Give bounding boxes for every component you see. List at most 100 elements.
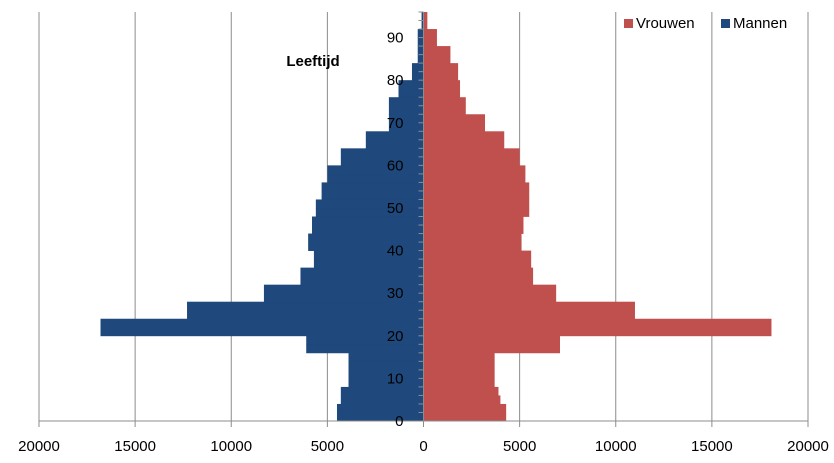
bar-vrouwen — [423, 259, 532, 269]
bar-vrouwen — [423, 105, 466, 115]
bar-vrouwen — [423, 276, 534, 286]
bar-mannen — [313, 250, 424, 260]
bar-vrouwen — [423, 361, 495, 371]
y-tick-label: 30 — [387, 285, 404, 302]
bar-mannen — [315, 207, 424, 217]
bar-mannen — [348, 378, 424, 388]
bar-vrouwen — [423, 199, 530, 209]
bar-vrouwen — [423, 12, 428, 21]
bar-mannen — [300, 276, 424, 286]
bar-vrouwen — [423, 148, 520, 158]
bar-vrouwen — [423, 37, 437, 47]
bar-mannen — [308, 233, 424, 243]
bar-mannen — [365, 131, 424, 141]
bar-mannen — [340, 386, 424, 396]
y-tick-label: 0 — [395, 413, 403, 430]
bar-vrouwen — [423, 369, 495, 379]
bar-mannen — [417, 37, 424, 47]
bar-vrouwen — [423, 173, 526, 183]
bar-vrouwen — [423, 352, 495, 362]
bar-mannen — [411, 71, 424, 81]
bar-vrouwen — [423, 318, 772, 328]
x-tick-label: 20000 — [787, 438, 829, 455]
bar-vrouwen — [423, 310, 635, 320]
bar-vrouwen — [423, 386, 499, 396]
bar-mannen — [421, 12, 424, 21]
bar-mannen — [348, 369, 424, 379]
x-tick-label: 20000 — [18, 438, 60, 455]
bar-mannen — [327, 165, 424, 175]
bar-vrouwen — [423, 46, 451, 56]
bar-mannen — [187, 301, 424, 311]
bar-mannen — [348, 352, 424, 362]
bar-mannen — [321, 182, 424, 192]
legend-label: Vrouwen — [636, 15, 695, 32]
bar-mannen — [315, 199, 424, 209]
bar-vrouwen — [423, 216, 524, 226]
bar-mannen — [336, 403, 424, 413]
bar-mannen — [398, 88, 424, 98]
bar-vrouwen — [423, 165, 526, 175]
bar-vrouwen — [423, 97, 466, 107]
bar-mannen — [388, 114, 424, 124]
legend-label: Mannen — [733, 15, 787, 32]
bar-mannen — [398, 80, 424, 90]
bar-mannen — [311, 216, 424, 226]
bar-mannen — [311, 225, 424, 234]
bar-vrouwen — [423, 131, 505, 141]
bar-mannen — [421, 20, 424, 30]
y-tick-label: 40 — [387, 243, 404, 260]
y-tick-label: 20 — [387, 328, 404, 345]
bar-mannen — [321, 190, 424, 200]
bar-vrouwen — [423, 293, 557, 303]
bar-mannen — [336, 412, 424, 422]
x-tick-label: 15000 — [691, 438, 733, 455]
bar-mannen — [340, 395, 424, 405]
bar-vrouwen — [423, 80, 461, 90]
y-tick-label: 50 — [387, 200, 404, 217]
bar-mannen — [100, 318, 424, 328]
bars — [100, 12, 772, 422]
bar-vrouwen — [423, 54, 451, 64]
bar-vrouwen — [423, 267, 534, 277]
bar-mannen — [300, 267, 424, 277]
y-tick-label: 70 — [387, 115, 404, 132]
bar-mannen — [187, 310, 424, 320]
y-tick-label: 90 — [387, 30, 404, 47]
bar-mannen — [417, 29, 424, 38]
bar-vrouwen — [423, 412, 507, 422]
bar-mannen — [306, 344, 424, 354]
bar-mannen — [365, 139, 424, 149]
bar-vrouwen — [423, 335, 560, 345]
bar-vrouwen — [423, 63, 459, 73]
y-tick-label: 60 — [387, 157, 404, 174]
bar-vrouwen — [423, 207, 530, 217]
bar-mannen — [306, 335, 424, 345]
bar-vrouwen — [423, 190, 530, 200]
x-tick-label: 0 — [419, 438, 427, 455]
y-axis-label: Leeftijd — [286, 53, 339, 70]
bar-mannen — [388, 105, 424, 115]
bar-mannen — [388, 122, 424, 132]
bar-mannen — [313, 259, 424, 269]
bar-vrouwen — [423, 403, 507, 413]
bar-mannen — [388, 97, 424, 107]
axes — [38, 11, 809, 427]
bar-vrouwen — [423, 71, 459, 81]
x-tick-label: 10000 — [210, 438, 252, 455]
bar-mannen — [411, 63, 424, 73]
legend-swatch — [721, 19, 730, 28]
x-tick-label: 10000 — [595, 438, 637, 455]
y-tick-label: 80 — [387, 72, 404, 89]
bar-mannen — [348, 361, 424, 371]
bar-mannen — [417, 46, 424, 56]
bar-vrouwen — [423, 156, 520, 166]
bar-vrouwen — [423, 250, 532, 260]
bar-vrouwen — [423, 182, 530, 192]
x-tick-label: 15000 — [114, 438, 156, 455]
bar-mannen — [340, 156, 424, 166]
bar-mannen — [263, 293, 424, 303]
bar-vrouwen — [423, 242, 522, 251]
